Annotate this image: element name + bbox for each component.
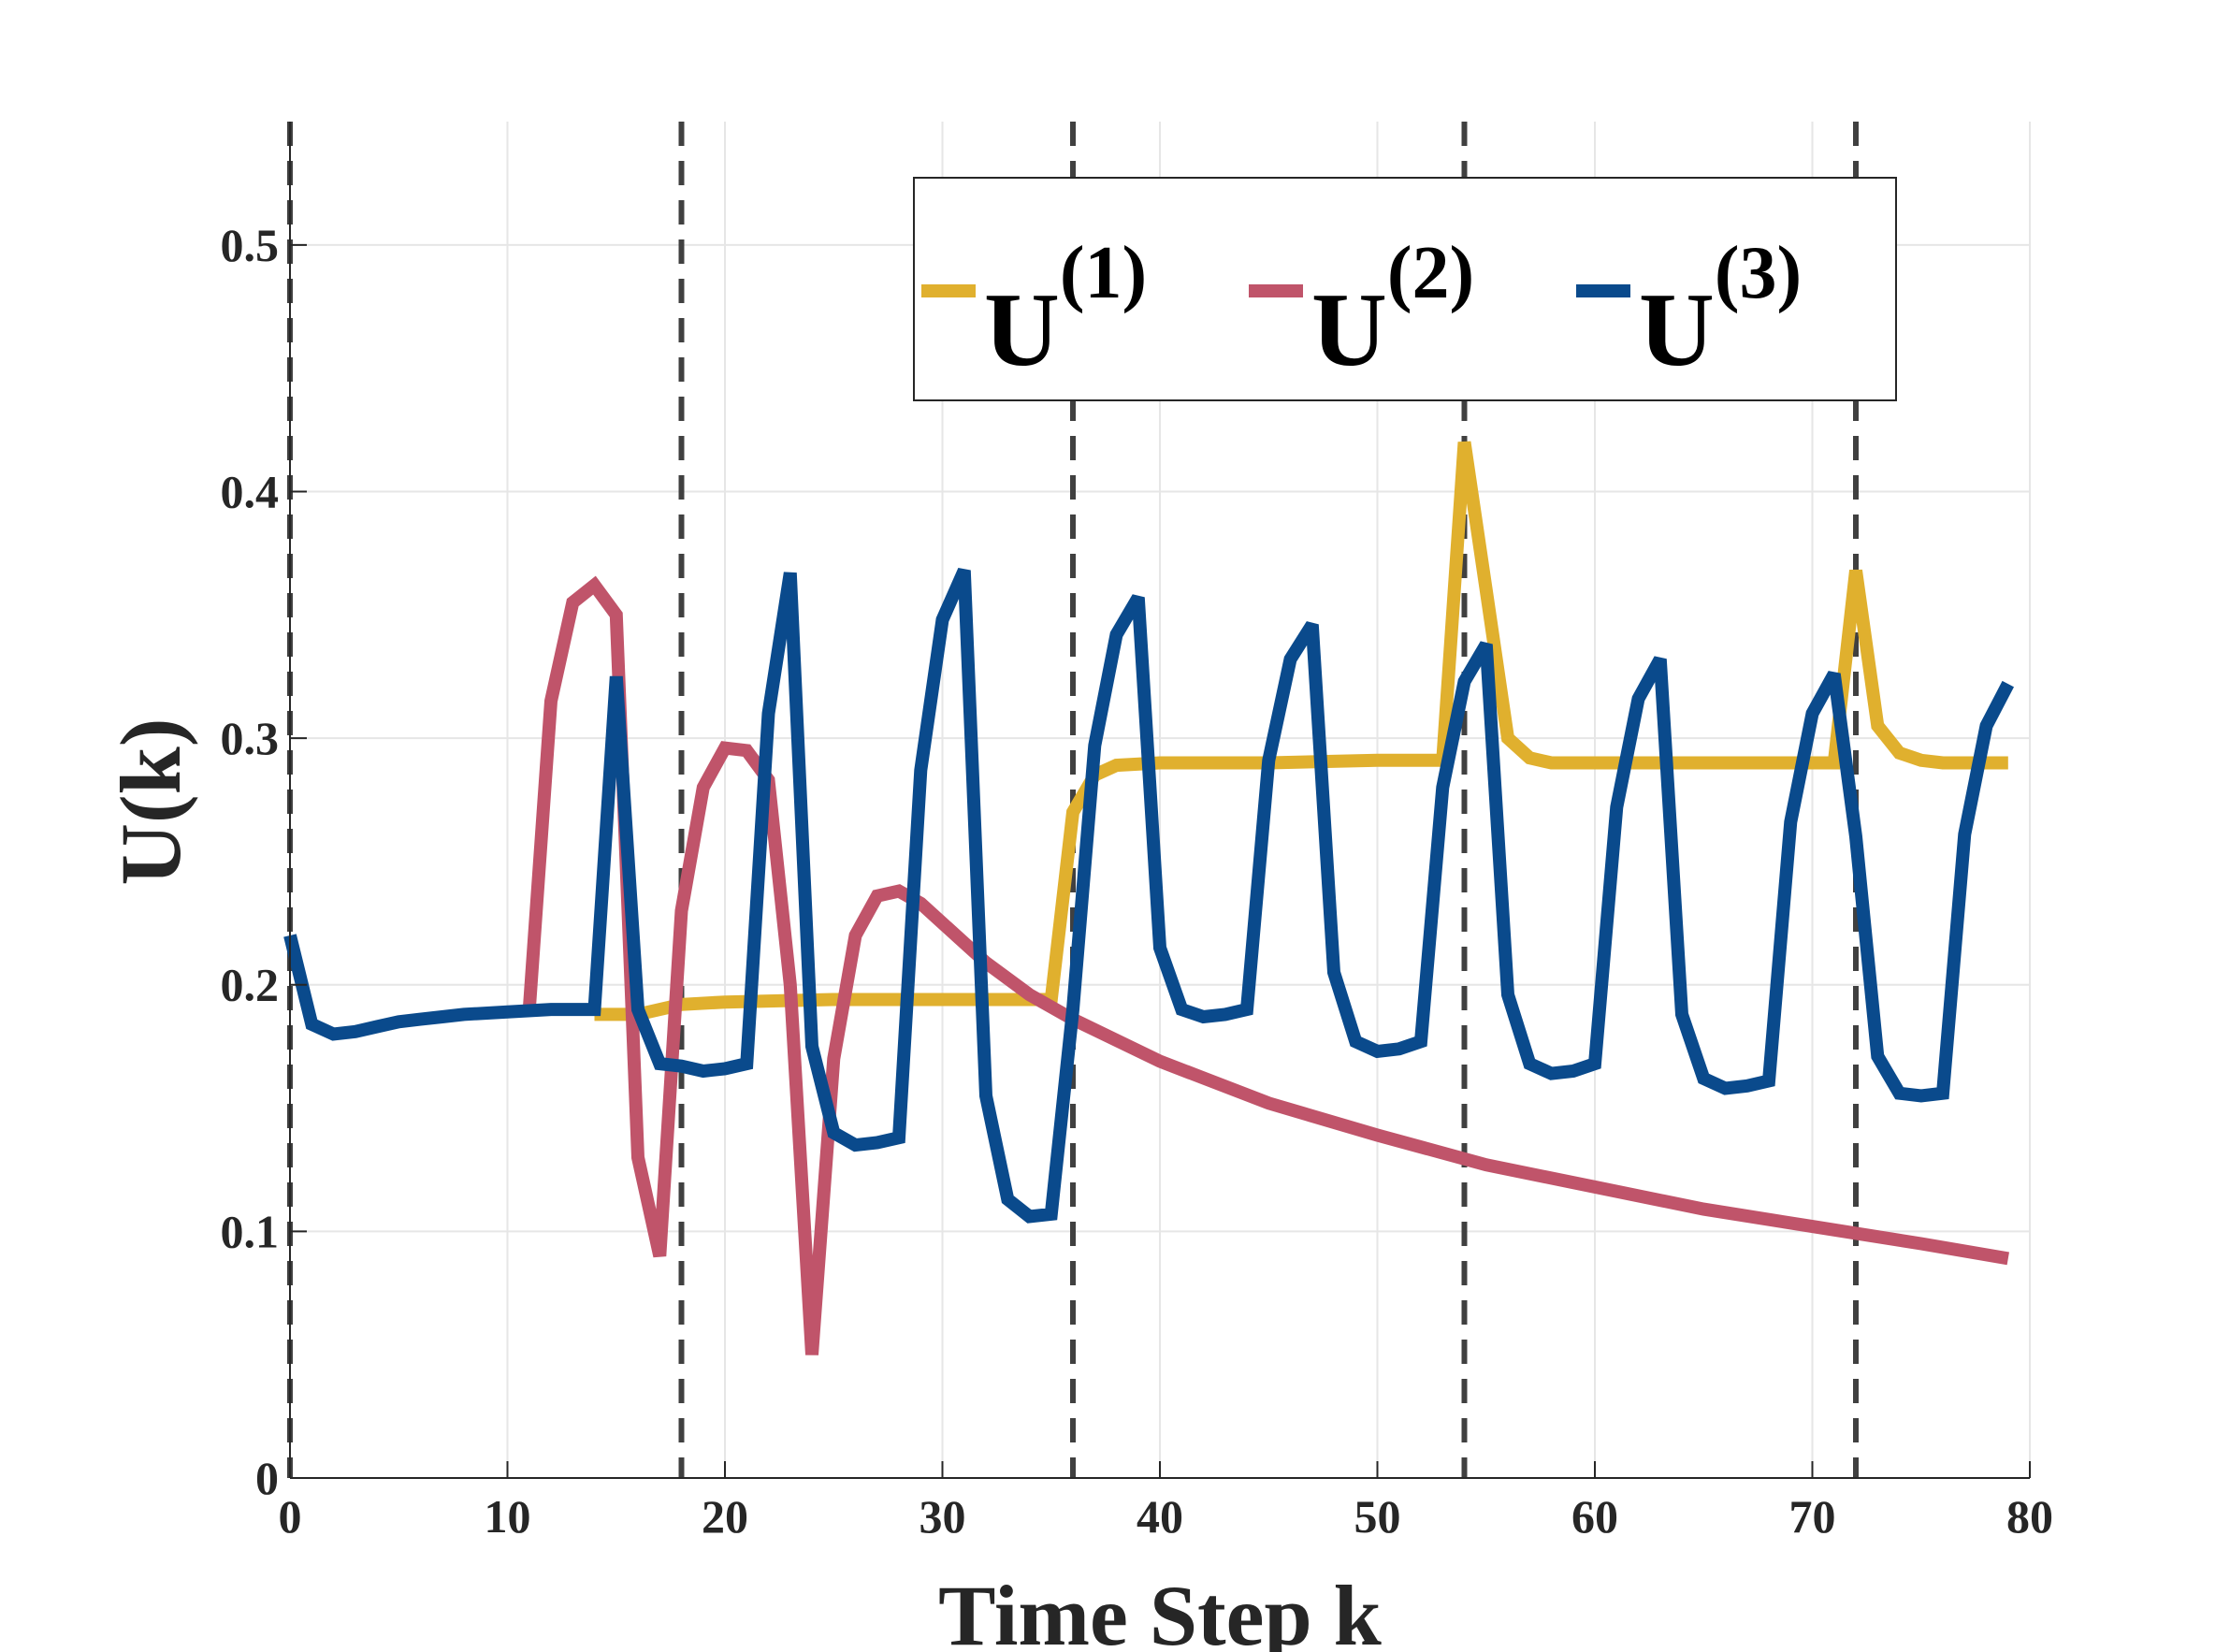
- series-line-u2: [522, 575, 2009, 1355]
- legend-label-u2-base: U: [1311, 272, 1387, 388]
- legend-label-u1: U(1): [984, 232, 1147, 388]
- legend-label-u3-base: U: [1639, 272, 1715, 388]
- y-tick-label: 0.1: [221, 1205, 280, 1257]
- x-axis-label: Time Step k: [938, 1568, 1383, 1652]
- series-lines: [283, 441, 2015, 1355]
- x-tick-label: 40: [1137, 1490, 1183, 1543]
- series-line-u3: [283, 567, 2015, 1224]
- y-tick-label: 0.2: [221, 959, 280, 1011]
- y-tick-label: 0: [255, 1452, 279, 1504]
- x-tick-labels: 0 10 20 30 40 50 60 70 80: [279, 1490, 2054, 1543]
- legend-box: [913, 177, 1897, 401]
- x-tick-label: 80: [2006, 1490, 2053, 1543]
- legend: U(1) U(2) U(3): [913, 177, 1897, 401]
- x-tick-label: 50: [1354, 1490, 1401, 1543]
- legend-label-u2: U(2): [1311, 232, 1474, 388]
- x-tick-label: 20: [702, 1490, 748, 1543]
- legend-label-u3-sup: (3): [1715, 232, 1802, 314]
- y-tick-label: 0.3: [221, 712, 280, 764]
- legend-label-u1-sup: (1): [1060, 232, 1147, 314]
- y-tick-labels: 0 0.1 0.2 0.3 0.4 0.5: [221, 219, 280, 1504]
- legend-label-u2-sup: (2): [1387, 232, 1474, 314]
- legend-label-u1-base: U: [984, 272, 1060, 388]
- x-tick-label: 0: [279, 1490, 302, 1543]
- x-tick-label: 10: [485, 1490, 531, 1543]
- x-tick-label: 60: [1571, 1490, 1618, 1543]
- axes: [289, 122, 2031, 1479]
- x-tick-label: 30: [920, 1490, 966, 1543]
- y-tick-label: 0.5: [221, 219, 280, 271]
- y-axis-label: U(k): [103, 718, 198, 886]
- x-tick-label: 70: [1789, 1490, 1836, 1543]
- y-tick-label: 0.4: [221, 465, 280, 517]
- legend-label-u3: U(3): [1639, 232, 1802, 388]
